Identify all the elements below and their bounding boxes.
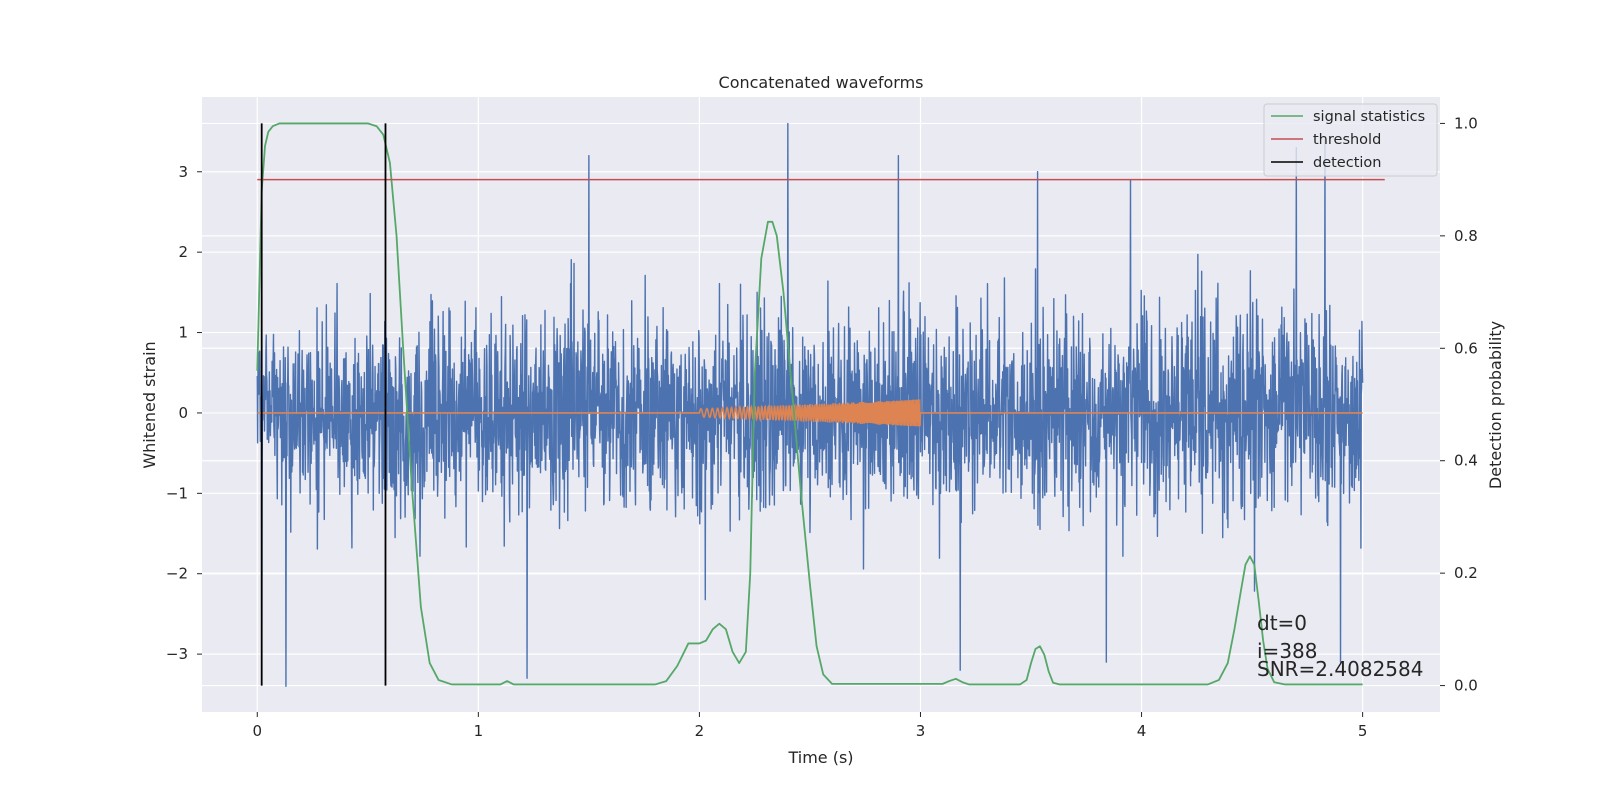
injected-waveform-series (257, 399, 1363, 427)
left-y-tick-label-0: 3 (178, 163, 188, 181)
whitened-strain-line (256, 122, 1364, 687)
left-y-tick-label-3: 0 (178, 404, 188, 422)
right-y-tick-label-5: 0.0 (1454, 677, 1478, 695)
right-y-tick-label-0: 1.0 (1454, 114, 1478, 132)
x-tick-label-2: 2 (695, 722, 705, 740)
x-tick-label-0: 0 (252, 722, 262, 740)
left-y-axis-ticks: 3 2 1 0 −1 −2 −3 (166, 163, 202, 663)
annotation-block: dt=0 i=388 SNR=2.4082584 (1257, 611, 1423, 681)
x-axis-ticks: 0 1 2 3 4 5 (252, 712, 1367, 740)
right-y-axis-ticks: 1.0 0.8 0.6 0.4 0.2 0.0 (1440, 114, 1478, 695)
signal-statistics-line (256, 122, 1363, 686)
detection-series (260, 123, 387, 686)
right-y-tick-label-1: 0.8 (1454, 227, 1478, 245)
right-y-tick-label-2: 0.6 (1454, 339, 1478, 357)
left-y-tick-label-5: −2 (166, 565, 188, 583)
left-y-tick-label-4: −1 (166, 484, 188, 502)
left-y-tick-label-1: 2 (178, 243, 188, 261)
annotation-snr: SNR=2.4082584 (1257, 657, 1423, 681)
left-y-tick-label-2: 1 (178, 324, 188, 342)
x-tick-label-3: 3 (916, 722, 926, 740)
injected-waveform-dense-cycles (843, 399, 921, 427)
x-tick-label-1: 1 (474, 722, 484, 740)
chart-title: Concatenated waveforms (719, 73, 924, 92)
x-axis-label: Time (s) (787, 748, 853, 767)
right-y-tick-label-4: 0.2 (1454, 564, 1478, 582)
legend: signal statistics threshold detection (1263, 103, 1438, 177)
left-y-tick-label-6: −3 (166, 645, 188, 663)
annotation-dt: dt=0 (1257, 611, 1307, 635)
right-y-axis-label: Detection probability (1486, 321, 1505, 489)
injected-waveform-line (257, 399, 1363, 427)
whitened-strain-series (256, 122, 1364, 687)
x-tick-label-5: 5 (1358, 722, 1368, 740)
legend-box (1263, 103, 1438, 177)
annotation-index: i=388 (1257, 639, 1318, 663)
legend-label-threshold: threshold (1313, 132, 1381, 148)
right-y-tick-label-3: 0.4 (1454, 452, 1478, 470)
left-y-axis-label: Whitened strain (140, 341, 159, 468)
x-tick-label-4: 4 (1137, 722, 1147, 740)
legend-label-signal-statistics: signal statistics (1313, 109, 1425, 125)
signal-statistics-series (256, 122, 1363, 686)
legend-label-detection: detection (1313, 155, 1381, 171)
